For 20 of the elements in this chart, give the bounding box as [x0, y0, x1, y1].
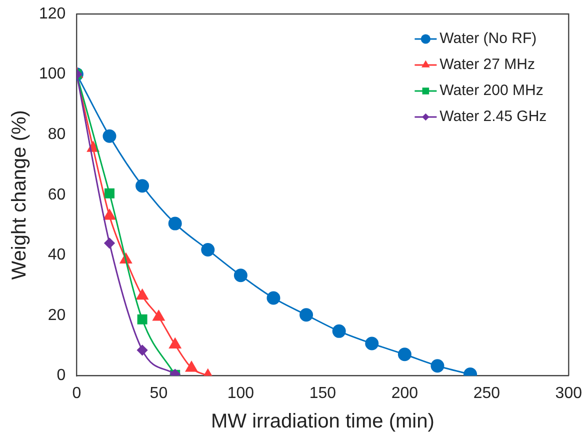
x-axis-title: MW irradiation time (min) — [210, 410, 434, 433]
legend-label: Water (No RF) — [440, 30, 537, 48]
x-tick-label: 250 — [473, 384, 500, 402]
y-tick-label: 20 — [48, 306, 66, 324]
x-tick-label: 200 — [391, 384, 418, 402]
y-tick-label: 40 — [48, 246, 66, 264]
x-tick-label: 300 — [555, 384, 582, 402]
y-tick-label: 100 — [38, 66, 66, 83]
y-tick-label: 120 — [38, 5, 66, 22]
x-tick-label: 0 — [72, 384, 82, 402]
y-tick-label: 60 — [48, 186, 66, 204]
legend-label: Water 200 MHz — [440, 82, 544, 100]
y-axis-title: Weight change (%) — [8, 110, 31, 280]
legend-label: Water 2.45 GHz — [440, 108, 547, 126]
x-tick-label: 100 — [227, 384, 254, 402]
y-tick-label: 0 — [56, 367, 66, 384]
legend-label: Water 27 MHz — [440, 56, 535, 74]
y-tick-label: 80 — [48, 126, 66, 144]
x-tick-label: 150 — [309, 384, 336, 402]
x-tick-label: 50 — [150, 384, 168, 402]
